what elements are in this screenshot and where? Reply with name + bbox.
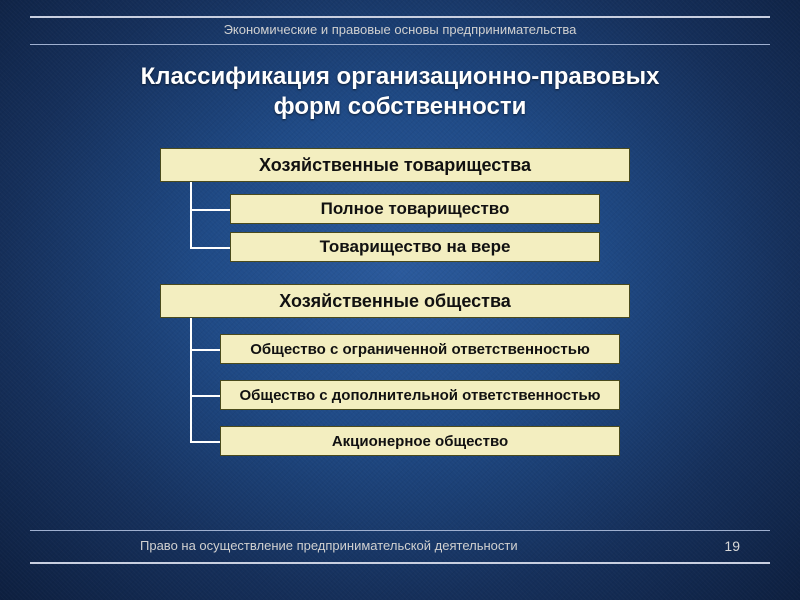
group1-trunk: [190, 182, 192, 248]
title-line-1: Классификация организационно-правовых: [141, 63, 660, 90]
group2-branch-0: [190, 349, 220, 351]
group1-parent-box: Хозяйственные товарищества: [160, 148, 630, 182]
group1-child-0-box: Полное товарищество: [230, 194, 600, 224]
group1-branch-1: [190, 247, 230, 249]
title-line-2: форм собственности: [274, 93, 527, 120]
group2-child-1-box: Общество с дополнительной ответственност…: [220, 380, 620, 410]
bottom-rule-2: [30, 562, 770, 564]
slide-title: Классификация организационно-правовых фо…: [0, 62, 800, 122]
top-rule-2: [30, 44, 770, 45]
slide-footer: Право на осуществление предпринимательск…: [140, 538, 518, 553]
slide-header: Экономические и правовые основы предприн…: [0, 22, 800, 37]
group1-branch-0: [190, 209, 230, 211]
group2-child-2-box: Акционерное общество: [220, 426, 620, 456]
slide: Экономические и правовые основы предприн…: [0, 0, 800, 600]
top-rule-1: [30, 16, 770, 18]
bottom-rule-1: [30, 530, 770, 531]
group1-child-1-box: Товарищество на вере: [230, 232, 600, 262]
page-number: 19: [724, 538, 740, 554]
group2-child-0-box: Общество с ограниченной ответственностью: [220, 334, 620, 364]
group2-branch-1: [190, 395, 220, 397]
group2-branch-2: [190, 441, 220, 443]
group2-parent-box: Хозяйственные общества: [160, 284, 630, 318]
group2-trunk: [190, 318, 192, 441]
